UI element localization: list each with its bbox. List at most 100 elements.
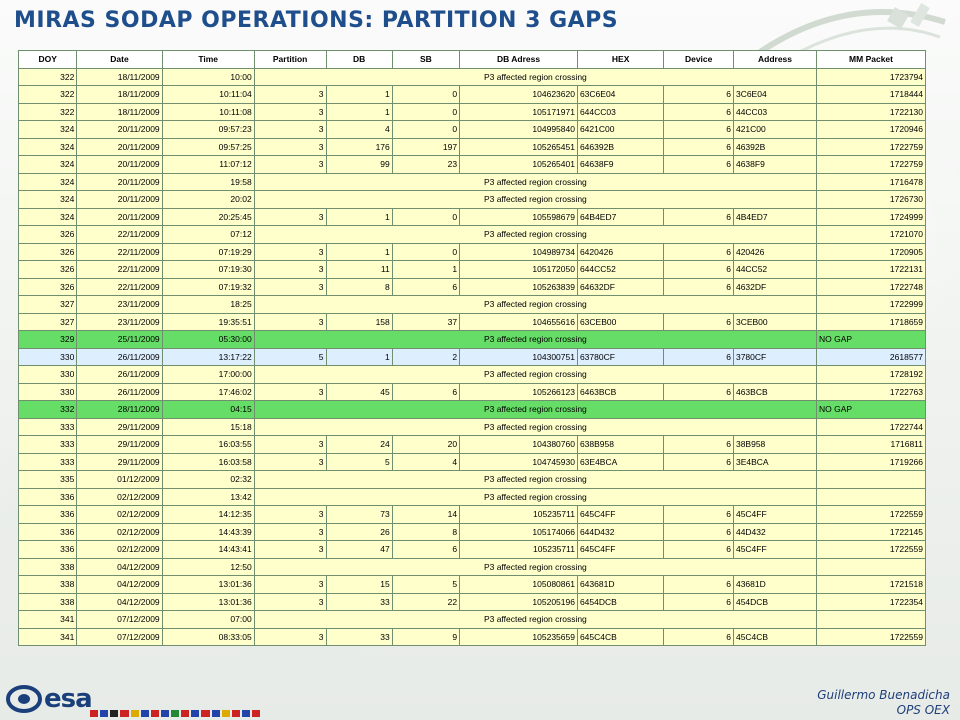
column-header: DOY	[17, 50, 78, 69]
cell-hex: 645C4FF	[576, 540, 665, 559]
table-row: 341 07/12/2009 08:33:05 3 33 9 105235659 645C4C…	[17, 627, 926, 646]
cell-date: 04/12/2009	[76, 575, 163, 594]
cell-mm-packet: 1722130	[816, 102, 926, 121]
cell-hex: 643681D	[576, 575, 665, 594]
cell-doy: 324	[17, 207, 78, 226]
cell-time: 07:19:32	[161, 277, 255, 296]
cell-device: 6	[663, 207, 734, 226]
cell-mm-packet: 1722145	[816, 522, 926, 541]
cell-date: 22/11/2009	[76, 225, 163, 244]
cell-date: 29/11/2009	[76, 452, 163, 471]
cell-device: 6	[663, 452, 734, 471]
cell-mm-packet: 1721070	[816, 225, 926, 244]
table-row: 330 26/11/2009 17:00:00 P3 affected region …	[17, 365, 926, 384]
table-row: 338 04/12/2009 13:01:36 3 33 22 105205196 6454D…	[17, 592, 926, 611]
cell-db: 5	[325, 452, 393, 471]
cell-sb: 9	[391, 627, 461, 646]
cell-date: 22/11/2009	[76, 277, 163, 296]
cell-date: 02/12/2009	[76, 487, 163, 506]
cell-address: 421C00	[732, 120, 818, 139]
cell-db: 26	[325, 522, 393, 541]
cell-device: 6	[663, 522, 734, 541]
cell-sb: 20	[391, 435, 461, 454]
cell-mm-packet: NO GAP	[816, 330, 926, 349]
esa-logo: esa	[6, 684, 93, 714]
cell-device: 6	[663, 575, 734, 594]
cell-dbaddr: 105205196	[459, 592, 578, 611]
cell-mm-packet: 1721518	[816, 575, 926, 594]
cell-device: 6	[663, 627, 734, 646]
cell-device: 6	[663, 137, 734, 156]
cell-time: 07:00	[161, 610, 255, 629]
cell-mm-packet: 1716811	[816, 435, 926, 454]
cell-doy: 336	[17, 505, 78, 524]
cell-db: 45	[325, 382, 393, 401]
cell-date: 01/12/2009	[76, 470, 163, 489]
cell-db: 1	[325, 85, 393, 104]
cell-mm-packet: 1722748	[816, 277, 926, 296]
cell-address: 463BCB	[732, 382, 818, 401]
column-header: SB	[391, 50, 461, 69]
cell-note: P3 affected region crossing	[253, 190, 818, 209]
column-header: DB Adress	[459, 50, 578, 69]
cell-time: 02:32	[161, 470, 255, 489]
cell-address: 3E4BCA	[732, 452, 818, 471]
cell-dbaddr: 105235711	[459, 505, 578, 524]
cell-address: 45C4FF	[732, 540, 818, 559]
column-header: DB	[325, 50, 393, 69]
cell-dbaddr: 105174066	[459, 522, 578, 541]
cell-device: 6	[663, 540, 734, 559]
cell-time: 10:11:08	[161, 102, 255, 121]
cell-partition: 3	[253, 85, 327, 104]
cell-db: 1	[325, 242, 393, 261]
cell-doy: 322	[17, 85, 78, 104]
cell-device: 6	[663, 312, 734, 331]
cell-partition: 3	[253, 120, 327, 139]
cell-date: 20/11/2009	[76, 137, 163, 156]
cell-device: 6	[663, 260, 734, 279]
cell-partition: 3	[253, 505, 327, 524]
cell-db: 4	[325, 120, 393, 139]
cell-note: P3 affected region crossing	[253, 610, 818, 629]
cell-doy: 338	[17, 575, 78, 594]
table-row: 324 20/11/2009 19:58 P3 affected region cro…	[17, 172, 926, 191]
cell-doy: 324	[17, 172, 78, 191]
cell-mm-packet: NO GAP	[816, 400, 926, 419]
cell-time: 14:43:39	[161, 522, 255, 541]
cell-time: 15:18	[161, 417, 255, 436]
cell-mm-packet: 1722763	[816, 382, 926, 401]
cell-mm-packet: 1718444	[816, 85, 926, 104]
cell-time: 12:50	[161, 557, 255, 576]
cell-db: 1	[325, 207, 393, 226]
cell-db: 11	[325, 260, 393, 279]
cell-address: 44CC52	[732, 260, 818, 279]
cell-hex: 64638F9	[576, 155, 665, 174]
cell-partition: 5	[253, 347, 327, 366]
gaps-table: DOY Date Time Partition DB SB DB Adress HEX Devi…	[17, 50, 926, 646]
cell-mm-packet: 1726730	[816, 190, 926, 209]
cell-time: 04:15	[161, 400, 255, 419]
cell-hex: 6421C00	[576, 120, 665, 139]
cell-address: 4B4ED7	[732, 207, 818, 226]
cell-doy: 341	[17, 627, 78, 646]
cell-time: 10:00	[161, 67, 255, 86]
cell-mm-packet: 1722131	[816, 260, 926, 279]
cell-date: 29/11/2009	[76, 435, 163, 454]
table-row: 322 18/11/2009 10:00 P3 affected region cro…	[17, 67, 926, 86]
table-row: 336 02/12/2009 14:12:35 3 73 14 105235711 645C4…	[17, 505, 926, 524]
cell-dbaddr: 104623620	[459, 85, 578, 104]
cell-sb: 0	[391, 102, 461, 121]
cell-mm-packet	[816, 487, 926, 506]
cell-hex: 638B958	[576, 435, 665, 454]
cell-doy: 324	[17, 137, 78, 156]
cell-doy: 335	[17, 470, 78, 489]
cell-date: 02/12/2009	[76, 505, 163, 524]
table-row: 336 02/12/2009 13:42 P3 affected region cro…	[17, 487, 926, 506]
cell-partition: 3	[253, 522, 327, 541]
cell-date: 02/12/2009	[76, 540, 163, 559]
cell-time: 13:17:22	[161, 347, 255, 366]
cell-db: 33	[325, 592, 393, 611]
cell-dbaddr: 105266123	[459, 382, 578, 401]
cell-mm-packet: 1722559	[816, 505, 926, 524]
cell-dbaddr: 104995840	[459, 120, 578, 139]
